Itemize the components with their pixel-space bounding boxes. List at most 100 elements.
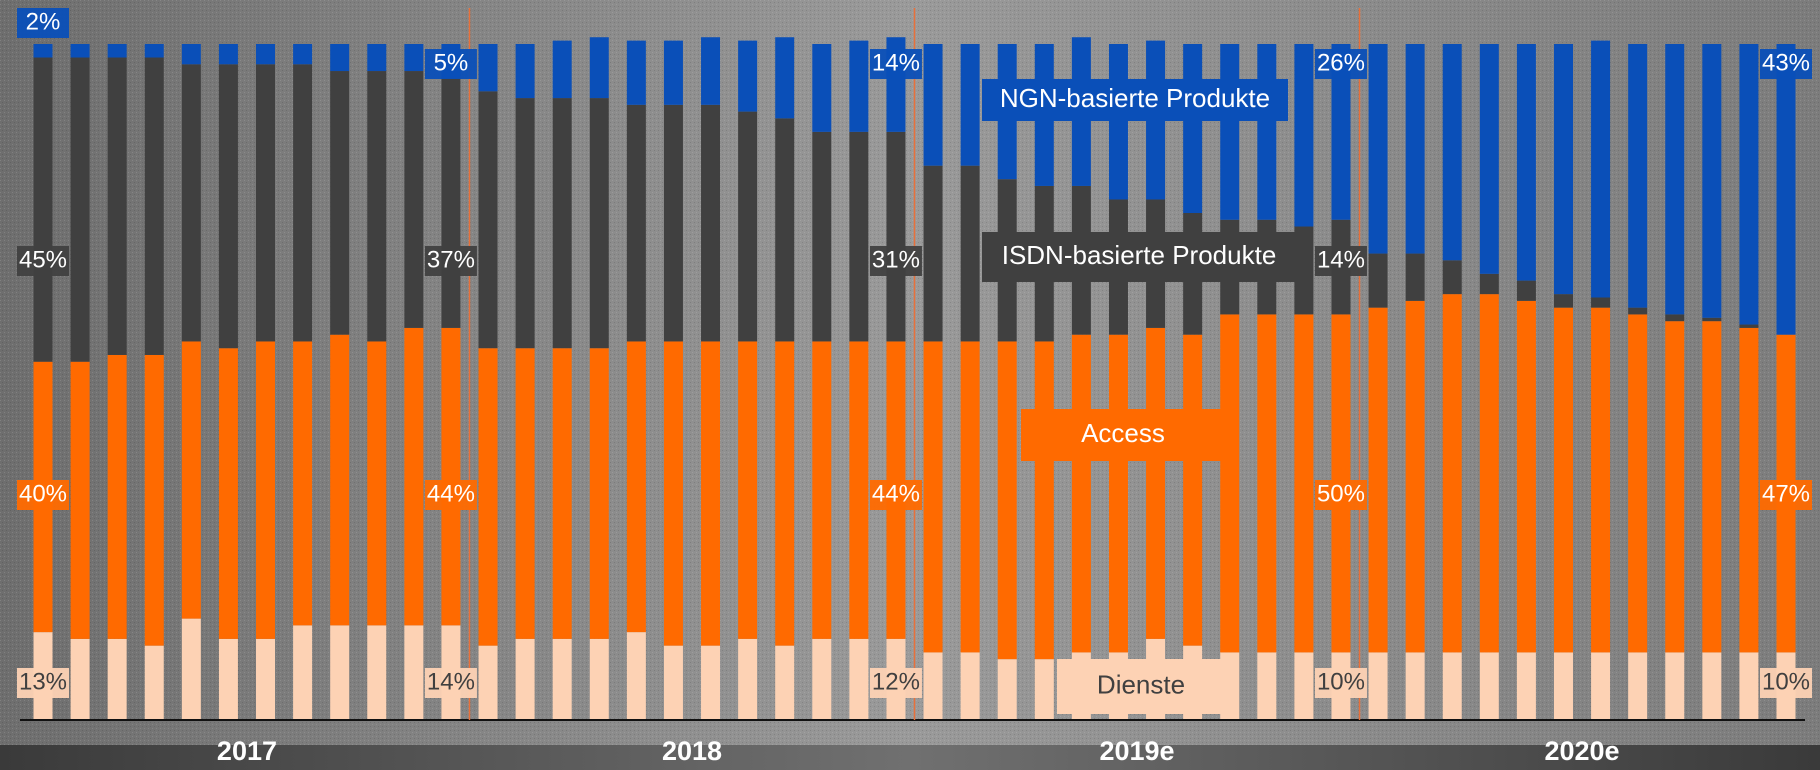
bar-segment <box>626 632 646 720</box>
bar-segment <box>256 341 276 639</box>
bar-segment <box>181 618 201 720</box>
bar-segment <box>1405 652 1425 720</box>
value-label-box <box>869 480 922 510</box>
bar-segment <box>1257 314 1277 653</box>
bars <box>20 8 1805 721</box>
bar-segment <box>1479 294 1499 653</box>
bar-segment <box>330 334 350 626</box>
bar-segment <box>293 44 313 65</box>
bar-segment <box>515 348 535 639</box>
bar-segment <box>589 638 609 720</box>
bar-segment <box>849 638 869 720</box>
bar-segment <box>330 44 350 72</box>
bar-segment <box>960 165 980 342</box>
bar-segment <box>1108 334 1128 653</box>
value-label-box <box>424 246 477 276</box>
bar-segment <box>478 44 498 92</box>
bar-segment <box>1516 280 1536 301</box>
bar-segment <box>1553 307 1573 653</box>
bar-segment <box>441 77 461 328</box>
value-label: 13% <box>19 668 67 695</box>
bar-segment <box>1368 44 1388 254</box>
bar-segment <box>1591 297 1611 308</box>
bar-segment <box>775 37 795 119</box>
legend-box <box>982 79 1288 121</box>
value-label-box <box>1760 668 1812 698</box>
bar-segment <box>552 348 572 639</box>
bar-segment <box>144 354 164 646</box>
bar-segment <box>256 44 276 65</box>
value-label: 40% <box>19 480 67 507</box>
bar-segment <box>552 638 572 720</box>
bar-segment <box>218 44 238 65</box>
bar-segment <box>218 348 238 639</box>
bar-segment <box>812 341 832 639</box>
bar-segment <box>1442 44 1462 261</box>
bar-segment <box>997 341 1017 660</box>
bar-segment <box>144 645 164 720</box>
bar-segment <box>293 341 313 626</box>
bar-segment <box>1146 327 1166 639</box>
bar-segment <box>701 37 721 105</box>
bar-segment <box>1516 652 1536 720</box>
bar-segment <box>1405 300 1425 653</box>
bar-segment <box>1220 44 1240 220</box>
value-label: 43% <box>1762 49 1810 76</box>
bar-segment <box>218 64 238 349</box>
value-label: 10% <box>1317 668 1365 695</box>
value-label: 14% <box>872 49 920 76</box>
bar-segment <box>1220 314 1240 653</box>
bar-segment <box>70 57 90 362</box>
bar-segment <box>1628 652 1648 720</box>
bar-segment <box>849 131 869 342</box>
value-label-box <box>17 480 69 510</box>
bar-segment <box>515 44 535 99</box>
legend-label: Dienste <box>1097 669 1185 699</box>
bar-segment <box>293 64 313 342</box>
value-label: 45% <box>19 246 67 273</box>
bar-segment <box>960 44 980 166</box>
bar-segment <box>960 652 980 720</box>
bar-segment <box>812 638 832 720</box>
bar-segment <box>70 638 90 720</box>
value-label-box <box>869 246 922 276</box>
bar-segment <box>701 341 721 646</box>
bar-segment <box>663 40 683 105</box>
bar-segment <box>923 341 943 653</box>
bar-segment <box>701 104 721 342</box>
bar-segment <box>404 327 424 626</box>
value-label: 44% <box>872 480 920 507</box>
value-label-box <box>1314 49 1367 79</box>
bar-segment <box>552 40 572 99</box>
labels: 2017 2018 2019e 2020e 13% 14% 12% 10% 10% 40% 44% 4… <box>17 8 1812 766</box>
bar-segment <box>1294 44 1314 227</box>
bar-segment <box>107 57 127 355</box>
value-label: 10% <box>1762 668 1810 695</box>
value-label-box <box>1314 668 1367 698</box>
legend-label: NGN-basierte Produkte <box>1000 83 1270 113</box>
bar-segment <box>1368 307 1388 653</box>
bar-segment <box>181 64 201 342</box>
bar-segment <box>1442 260 1462 295</box>
value-label-box <box>1760 480 1812 510</box>
value-label: 31% <box>872 246 920 273</box>
bar-segment <box>1665 314 1685 322</box>
legend-label: Access <box>1081 418 1165 448</box>
value-label: 26% <box>1317 49 1365 76</box>
bar-segment <box>218 638 238 720</box>
value-label: 50% <box>1317 480 1365 507</box>
bar-segment <box>1591 40 1611 298</box>
value-label: 5% <box>434 49 469 76</box>
bar-segment <box>626 341 646 633</box>
group-label: 2020e <box>1544 736 1619 766</box>
bar-segment <box>70 44 90 58</box>
bar-segment <box>404 625 424 720</box>
bar-segment <box>738 111 758 342</box>
bar-segment <box>1553 44 1573 295</box>
bar-segment <box>886 131 906 342</box>
bar-segment <box>1183 44 1203 213</box>
value-label-box <box>869 49 922 79</box>
bar-segment <box>775 341 795 646</box>
bar-segment <box>1776 44 1796 335</box>
